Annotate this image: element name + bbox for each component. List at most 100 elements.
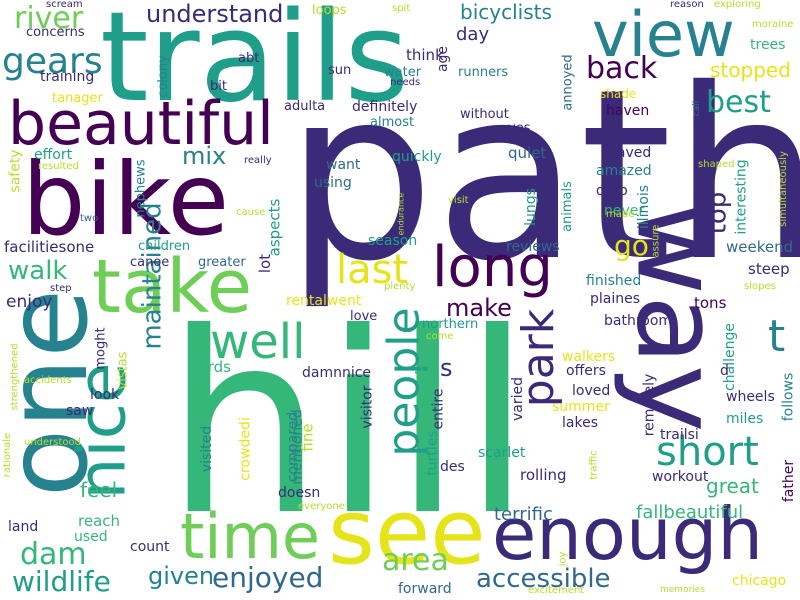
word: area	[382, 543, 449, 578]
word: come	[426, 331, 454, 342]
word: used	[74, 529, 108, 545]
word: amazed	[596, 163, 652, 179]
word: endurance	[396, 192, 406, 236]
word: wildlife	[12, 565, 111, 598]
word: time	[180, 500, 321, 573]
word: moraine	[752, 19, 794, 30]
word: excitement	[528, 585, 585, 596]
word: shade	[600, 87, 637, 101]
word: view	[592, 0, 735, 71]
word: quickly	[392, 149, 442, 165]
word: drop	[596, 183, 628, 199]
word: abt	[238, 51, 260, 66]
word: haven	[606, 103, 650, 119]
word: des	[440, 459, 465, 475]
word: children	[138, 239, 191, 254]
word: really	[244, 155, 272, 166]
word: terrific	[494, 504, 553, 525]
word: facilitiesone	[4, 238, 95, 256]
word: chicago	[732, 573, 787, 589]
word: canoe	[130, 255, 170, 270]
word: animals	[559, 181, 575, 232]
word: loops	[312, 3, 347, 18]
word: feel	[80, 478, 118, 502]
word: assure	[650, 224, 662, 258]
word: challenge	[721, 323, 738, 391]
word: back	[586, 51, 658, 86]
word: memories	[660, 585, 706, 595]
word: everyone	[298, 501, 345, 512]
word: almost	[370, 115, 415, 130]
word: sun	[328, 63, 352, 78]
word: weekend	[726, 238, 794, 256]
word: nephews	[133, 159, 149, 218]
word: season	[368, 233, 418, 249]
word: wheels	[726, 389, 775, 405]
word: water	[384, 65, 422, 80]
word: accessible	[476, 564, 611, 594]
word: never	[604, 203, 645, 219]
word: stopped	[710, 58, 791, 82]
word: dam	[20, 537, 87, 572]
word: simultaneously	[777, 151, 789, 227]
word: make	[446, 294, 512, 322]
word: scream	[46, 0, 83, 10]
word: rationale	[2, 432, 14, 478]
word: lakes	[562, 415, 598, 431]
word: tanager	[52, 91, 103, 106]
word: exploring	[714, 0, 761, 10]
word: bike	[22, 141, 230, 258]
word: needs	[390, 77, 421, 88]
word: saw	[66, 403, 94, 419]
word: take	[92, 244, 253, 330]
word: enough	[492, 492, 763, 576]
word: walkers	[562, 349, 616, 365]
word: great	[706, 474, 759, 498]
word: maintained	[137, 202, 168, 350]
word: spit	[392, 3, 411, 14]
word: quiet	[508, 144, 547, 162]
word: crowdedi	[237, 417, 254, 481]
word: see	[328, 480, 486, 585]
word: day	[456, 24, 490, 45]
word: aspects	[265, 198, 284, 257]
word: fallbeautiful	[636, 502, 744, 523]
word: effort	[34, 147, 73, 163]
word: d	[720, 363, 729, 379]
word: bit	[210, 79, 227, 94]
word: colony	[155, 55, 171, 98]
word: turtles	[424, 430, 441, 476]
word: shaped	[698, 159, 735, 170]
word: follows	[780, 372, 797, 422]
word: steep	[748, 260, 790, 278]
word: reviews	[506, 239, 560, 255]
word: concerns	[26, 25, 85, 40]
word: last	[336, 247, 409, 293]
word: visited	[199, 425, 216, 473]
word: offers	[566, 363, 606, 379]
word: lungs	[522, 188, 539, 226]
word: well	[210, 314, 306, 370]
word: want	[326, 157, 361, 173]
word: interesting	[733, 159, 750, 235]
word: runners	[458, 65, 509, 80]
word: safety	[7, 149, 24, 193]
word: age	[435, 45, 452, 73]
word: lot	[256, 253, 275, 274]
word: land	[8, 519, 39, 535]
word: scarlet	[478, 445, 526, 461]
word: reason	[670, 0, 704, 10]
word: birds	[194, 358, 231, 376]
word: plenty	[384, 281, 416, 292]
word: t	[768, 311, 786, 362]
word: trailsi	[660, 427, 699, 443]
word: visitor	[359, 385, 376, 429]
word: traffic	[588, 450, 600, 480]
word: vistas	[115, 351, 131, 390]
word: long	[432, 235, 553, 300]
word: walk	[8, 256, 68, 286]
word: miles	[726, 411, 764, 427]
word: annoyed	[560, 54, 576, 111]
word: mix	[182, 142, 227, 170]
